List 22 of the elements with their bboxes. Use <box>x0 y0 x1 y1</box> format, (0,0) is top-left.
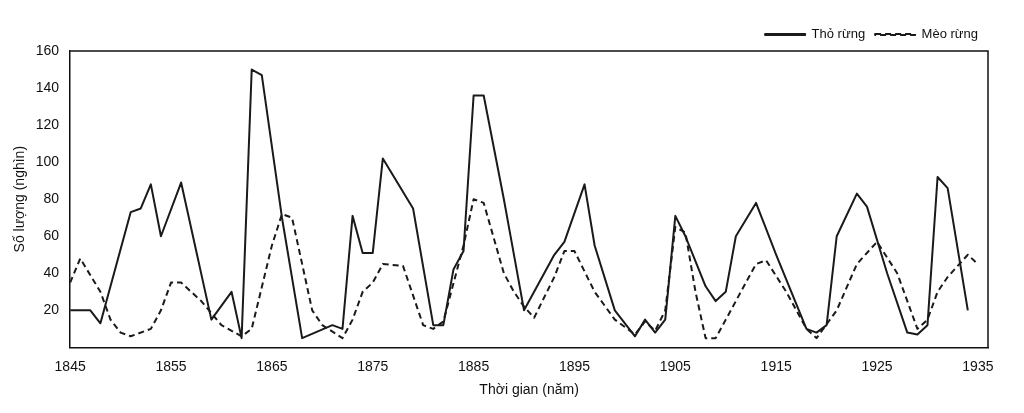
y-tick-label: 160 <box>35 41 60 58</box>
x-tick-label: 1935 <box>962 357 994 374</box>
legend-label: Mèo rừng <box>921 26 979 42</box>
x-tick-label: 1925 <box>861 357 893 374</box>
x-tick-label: 1895 <box>558 357 591 374</box>
y-tick-label: 100 <box>35 153 60 170</box>
legend-label: Thỏ rừng <box>811 26 866 42</box>
y-tick-label: 120 <box>35 115 60 132</box>
x-tick-label: 1865 <box>256 357 288 374</box>
x-tick-label: 1915 <box>760 357 792 374</box>
y-tick-label: 60 <box>43 227 60 244</box>
y-tick-label: 40 <box>43 264 60 281</box>
y-axis-title: Số lượng (nghìn) <box>11 145 28 253</box>
x-tick-label: 1885 <box>458 357 490 374</box>
x-tick-label: 1855 <box>155 357 187 374</box>
y-tick-label: 80 <box>43 190 60 207</box>
x-tick-label: 1875 <box>357 357 389 374</box>
y-tick-label: 140 <box>35 78 60 95</box>
x-tick-label: 1845 <box>54 357 86 374</box>
x-axis-title: Thời gian (năm) <box>479 381 579 398</box>
x-tick-label: 1905 <box>659 357 692 374</box>
y-tick-label: 20 <box>43 301 60 318</box>
